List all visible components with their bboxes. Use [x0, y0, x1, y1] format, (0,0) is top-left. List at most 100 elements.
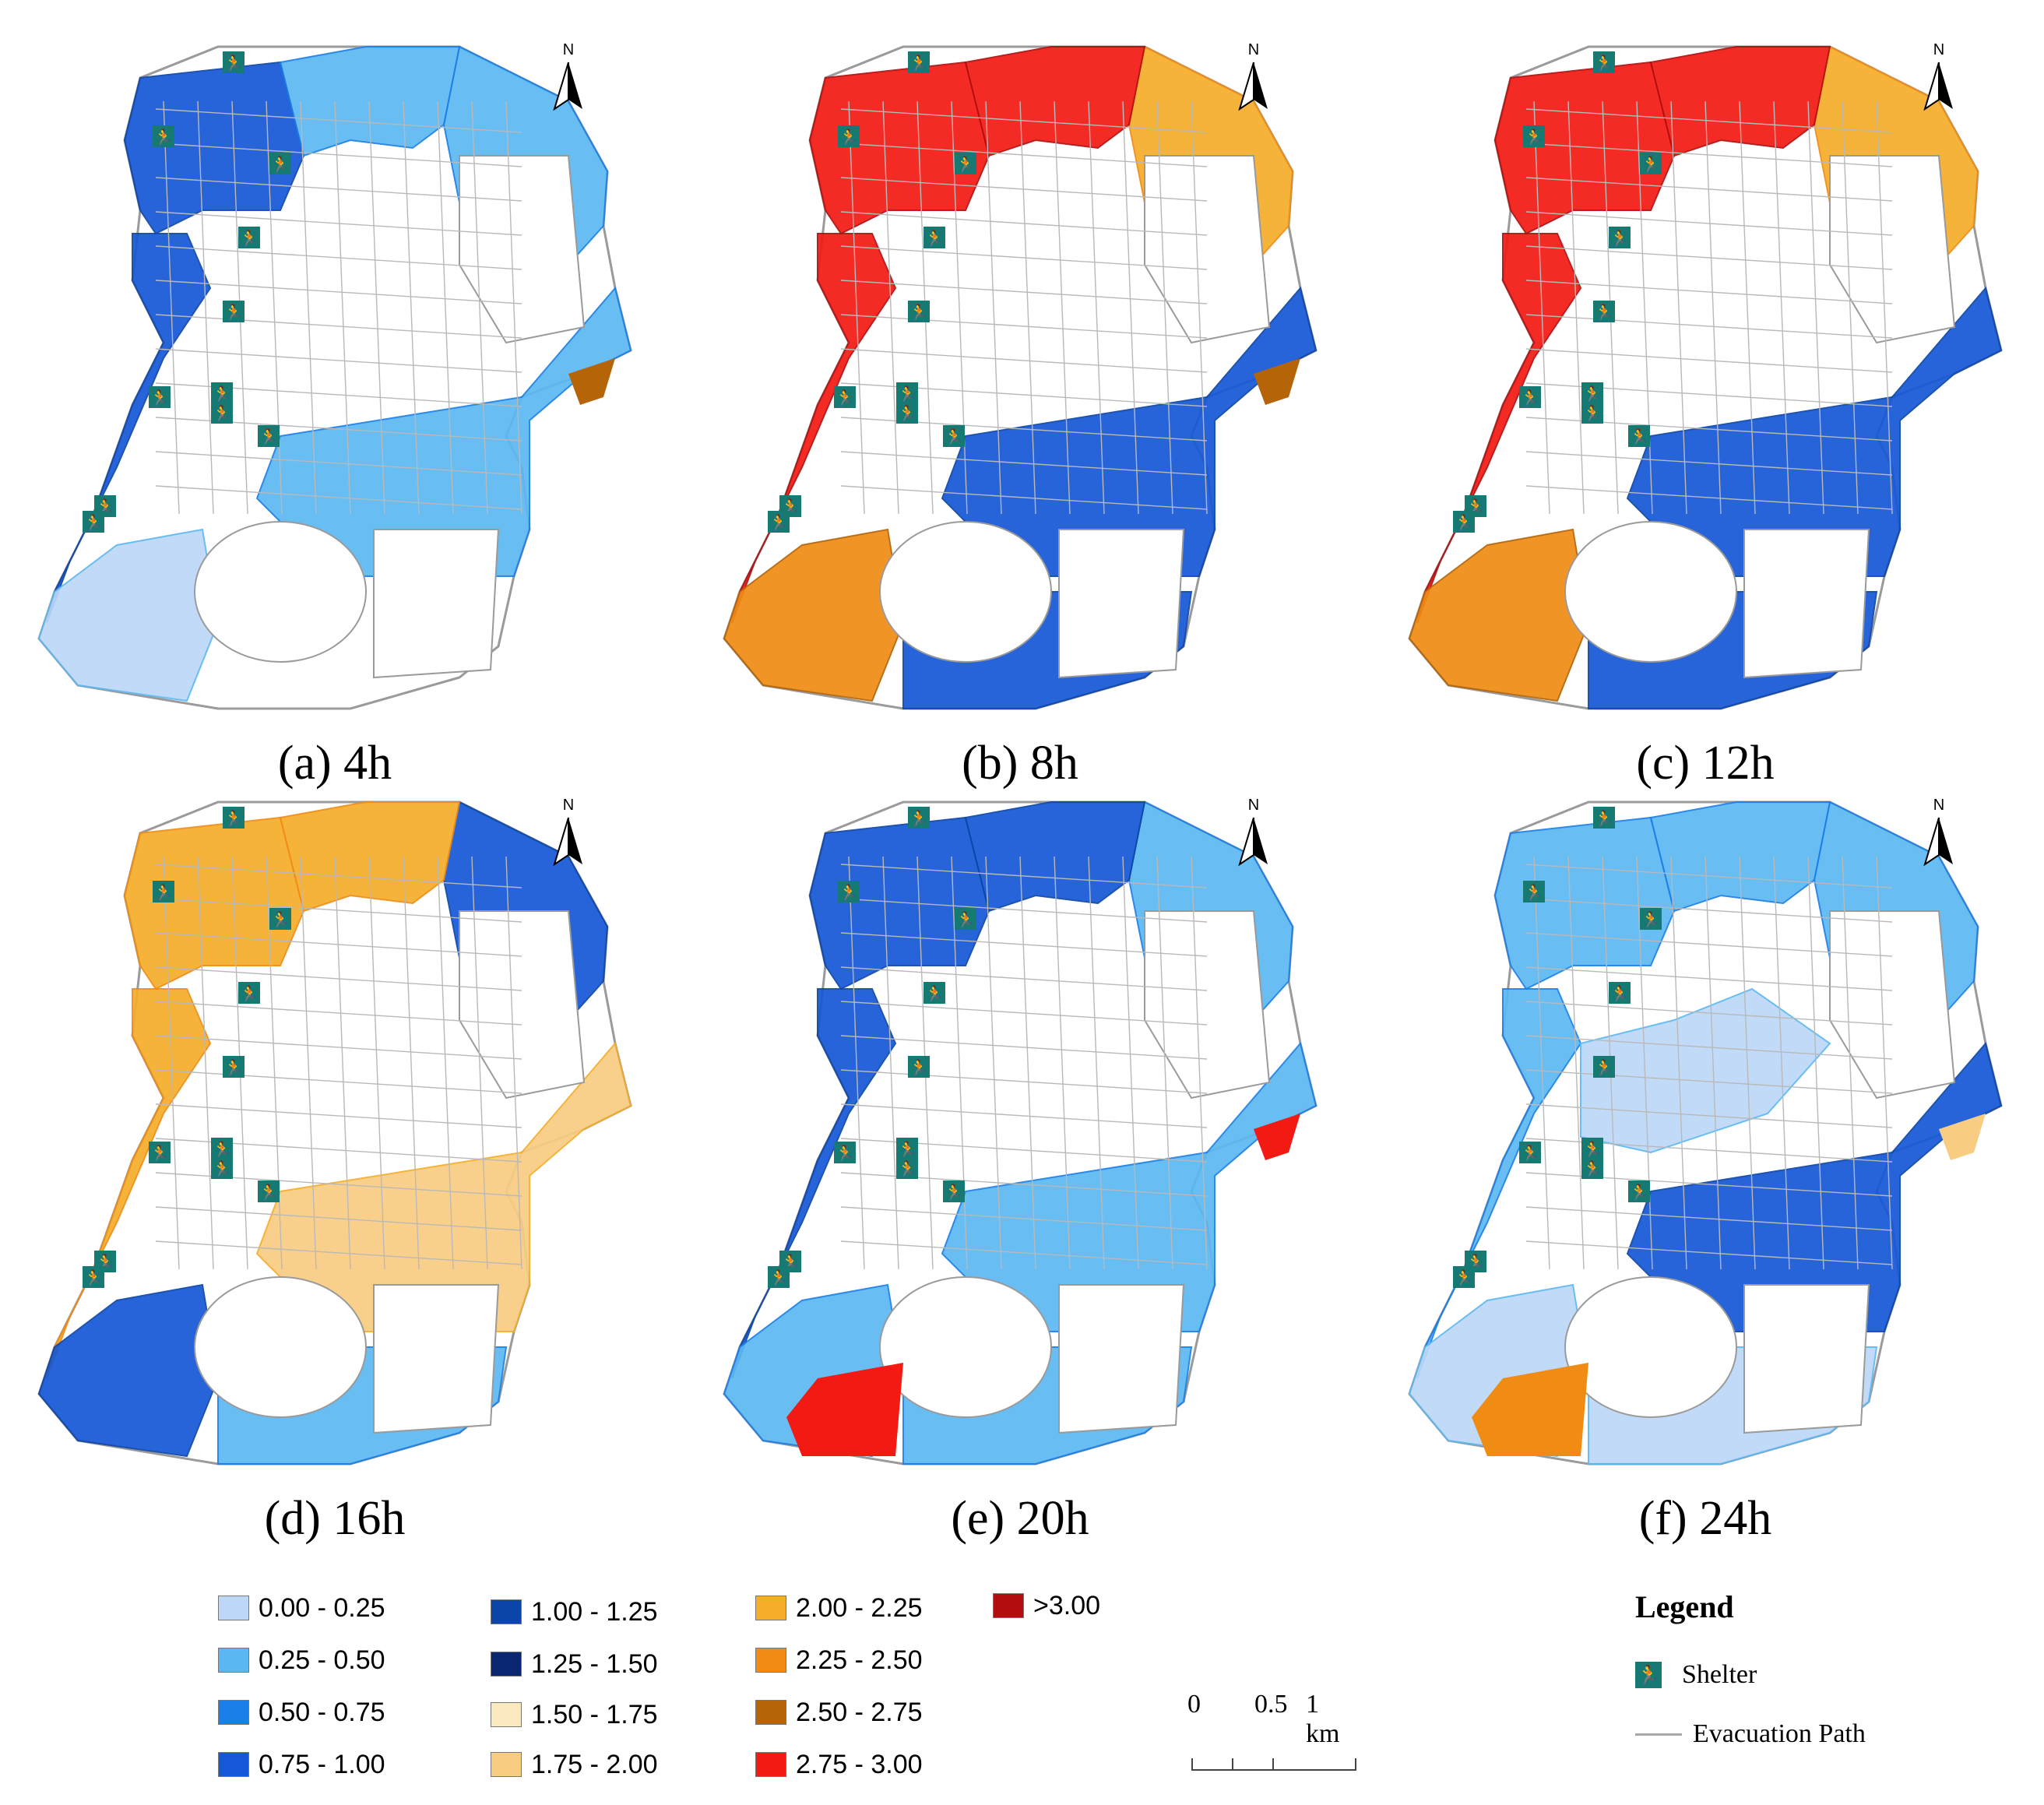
panel-caption-b: (b) 8h: [962, 737, 1078, 790]
reclamation-void: [373, 529, 500, 679]
legend-class-10: 2.50 - 2.75: [755, 1697, 923, 1728]
legend-class-9: 2.25 - 2.50: [755, 1645, 923, 1676]
legend-class-label: 1.25 - 1.50: [531, 1648, 658, 1679]
svg-text:🏃: 🏃: [224, 809, 244, 828]
shelter-icon: 🏃: [1593, 51, 1615, 73]
flood-zone-sw: [37, 528, 220, 702]
shelter-icon: 🏃: [258, 425, 280, 447]
legend-swatch: [755, 1648, 786, 1673]
north-arrow-icon: N: [553, 797, 582, 867]
flood-map-d: 🏃🏃🏃🏃🏃🏃 🏃🏃🏃🏃🏃N: [37, 797, 632, 1465]
scale-label-1km: 1 km: [1306, 1690, 1340, 1748]
central-void: [459, 910, 586, 1100]
north-arrow-icon: N: [1923, 41, 1953, 111]
svg-text:🏃: 🏃: [909, 809, 929, 828]
map-panel-a: 🏃 🏃 🏃 🏃 🏃 🏃 🏃 🏃 🏃 🏃 🏃 N (a) 4h: [23, 31, 646, 810]
legend-class-5: 1.25 - 1.50: [491, 1648, 658, 1680]
map-panel-f: 🏃 🏃 🏃 🏃 🏃 🏃 🏃 🏃 🏃 🏃 🏃 N (f) 24h: [1394, 786, 2017, 1565]
flood-zone-sw: [723, 528, 905, 702]
shelter-icon: 🏃: [908, 301, 930, 322]
legend-path-label: Evacuation Path: [1693, 1719, 1866, 1748]
legend-title: Legend: [1635, 1589, 1734, 1624]
shelter-icon: 🏃: [923, 227, 945, 248]
svg-text:🏃: 🏃: [1583, 404, 1602, 423]
svg-text:🏃: 🏃: [154, 128, 174, 146]
legend-class-6: 1.50 - 1.75: [491, 1699, 658, 1730]
svg-text:🏃: 🏃: [956, 910, 976, 929]
north-arrow-icon: N: [1923, 797, 1953, 867]
shelter-icon: 🏃: [223, 807, 245, 829]
flood-zone-nw: [1493, 816, 1676, 990]
reservoir-void: [879, 1276, 1052, 1418]
shelter-icon: 🏃: [943, 1180, 965, 1202]
legend-class-label: 2.00 - 2.25: [796, 1592, 923, 1623]
svg-text:🏃: 🏃: [259, 428, 279, 446]
shelter-icon: 🏃: [211, 382, 233, 404]
svg-text:🏃: 🏃: [769, 1268, 789, 1287]
shelter-icon: 🏃: [768, 511, 790, 533]
evacuation-path-network: [840, 100, 1208, 515]
shelter-icon: 🏃: [83, 1266, 104, 1288]
shelter-icon: 🏃: [1453, 511, 1475, 533]
shelter-icon: 🏃: [211, 1138, 233, 1159]
svg-text:🏃: 🏃: [1630, 428, 1649, 446]
flood-map-e: 🏃🏃🏃🏃🏃🏃 🏃🏃🏃🏃🏃N: [723, 797, 1318, 1465]
shelter-icon: 🏃: [1593, 1056, 1615, 1078]
shelter-icon: 🏃: [896, 1138, 918, 1159]
svg-text:🏃: 🏃: [213, 385, 232, 403]
svg-text:🏃: 🏃: [925, 229, 945, 248]
svg-text:🏃: 🏃: [1630, 1183, 1649, 1202]
shelter-icon: 🏃: [1453, 1266, 1475, 1288]
legend-class-label: 0.50 - 0.75: [259, 1697, 385, 1727]
evacuation-path-network: [1525, 100, 1893, 515]
svg-text:🏃: 🏃: [1521, 1144, 1540, 1163]
flood-map-a: 🏃🏃🏃🏃🏃🏃 🏃🏃🏃🏃🏃N: [37, 41, 632, 710]
shelter-icon: 🏃: [838, 125, 860, 147]
svg-text:🏃: 🏃: [956, 155, 976, 174]
svg-text:🏃: 🏃: [909, 303, 929, 322]
legend-swatch: [491, 1599, 522, 1624]
reclamation-void: [1743, 1284, 1870, 1434]
central-void: [1829, 910, 1956, 1100]
svg-text:🏃: 🏃: [1455, 1268, 1474, 1287]
symbol-legend: Legend 🏃 Shelter Evacuation Path: [1635, 1589, 2009, 1783]
panel-caption-e: (e) 20h: [951, 1492, 1089, 1545]
svg-text:🏃: 🏃: [1595, 303, 1614, 322]
legend-class-label: 1.50 - 1.75: [531, 1699, 658, 1729]
legend-swatch: [218, 1648, 249, 1673]
flood-zone-sw: [1408, 528, 1590, 702]
north-label: N: [1933, 41, 1944, 58]
legend-class-label: 2.50 - 2.75: [796, 1697, 923, 1727]
scale-tick: [1232, 1758, 1233, 1769]
svg-text:🏃: 🏃: [150, 389, 170, 407]
legend-class-11: 2.75 - 3.00: [755, 1749, 923, 1780]
shelter-icon: 🏃: [153, 881, 174, 902]
svg-text:🏃: 🏃: [259, 1183, 279, 1202]
legend-class-12: >3.00: [993, 1590, 1100, 1621]
svg-text:🏃: 🏃: [1595, 1058, 1614, 1077]
legend-class-label: >3.00: [1033, 1590, 1101, 1620]
shelter-icon: 🏃: [269, 908, 291, 930]
svg-text:🏃: 🏃: [769, 513, 789, 532]
legend-swatch: [218, 1700, 249, 1725]
scale-tick: [1272, 1758, 1274, 1769]
flood-zone-nw: [123, 61, 305, 235]
legend-path-row: Evacuation Path: [1635, 1719, 1866, 1749]
evacuation-path-line-icon: [1635, 1733, 1682, 1736]
svg-text:🏃: 🏃: [839, 128, 859, 146]
shelter-icon: 🏃: [149, 1142, 171, 1163]
reclamation-void: [373, 1284, 500, 1434]
svg-text:🏃: 🏃: [1641, 155, 1661, 174]
scale-label-0: 0: [1187, 1690, 1201, 1719]
shelter-icon: 🏃: [834, 1142, 856, 1163]
svg-text:🏃: 🏃: [945, 1183, 964, 1202]
flood-zone-nw: [808, 816, 990, 990]
legend-class-label: 2.75 - 3.00: [796, 1749, 923, 1779]
depth-legend: 0.00 - 0.25 0.25 - 0.50 0.50 - 0.75 0.75…: [0, 1557, 2044, 1805]
svg-text:🏃: 🏃: [898, 385, 917, 403]
scale-bar-line: [1191, 1758, 1356, 1771]
north-label: N: [1933, 797, 1944, 814]
north-arrow-icon: N: [553, 41, 582, 111]
legend-class-0: 0.00 - 0.25: [218, 1592, 385, 1624]
north-arrow-icon: N: [1238, 41, 1268, 111]
